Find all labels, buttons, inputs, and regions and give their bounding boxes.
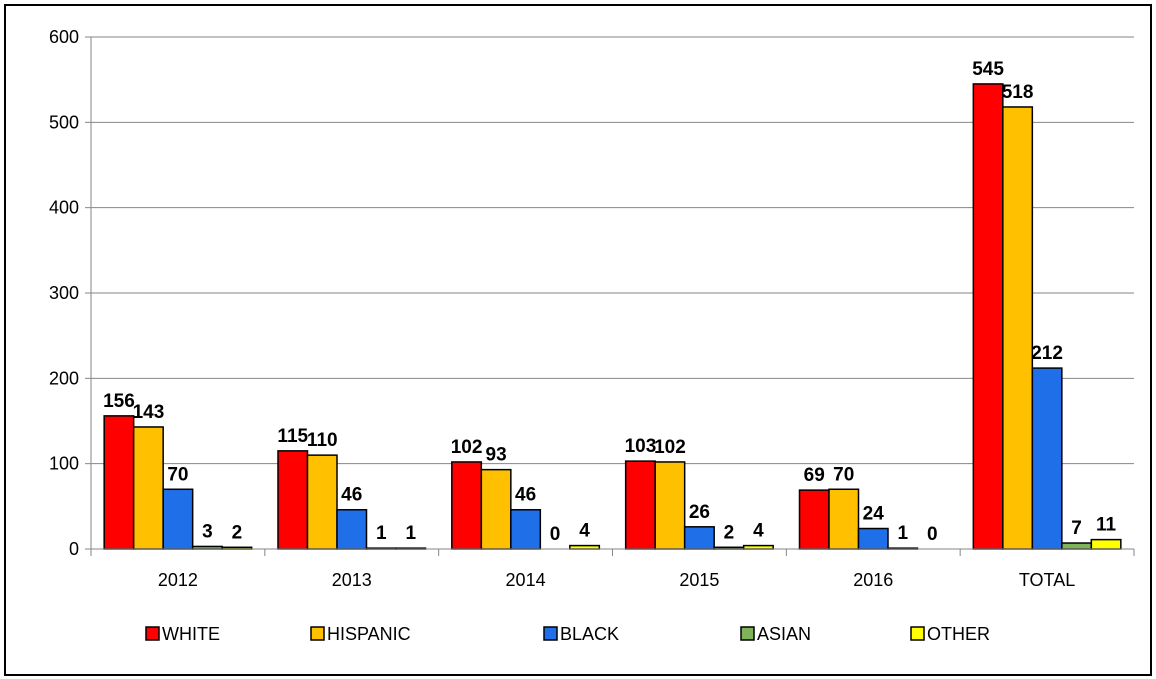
x-axis: 2012 2013 2014 2015 2016 TOTAL xyxy=(90,548,1135,590)
legend-label: OTHER xyxy=(927,624,990,644)
bar xyxy=(162,488,194,550)
bar xyxy=(624,460,656,550)
bar xyxy=(1031,367,1063,550)
bar xyxy=(277,450,309,550)
legend-swatch xyxy=(740,626,755,641)
y-tick-label: 600 xyxy=(49,27,79,47)
legend-label: HISPANIC xyxy=(327,624,411,644)
bar xyxy=(972,83,1004,550)
data-label: 1 xyxy=(405,523,416,544)
data-label: 93 xyxy=(486,445,507,466)
data-label: 2 xyxy=(724,522,735,543)
y-tick-label: 200 xyxy=(49,368,79,388)
data-label: 11 xyxy=(1096,515,1117,536)
y-tick-label: 0 xyxy=(69,539,79,559)
gridlines xyxy=(91,36,1134,465)
y-tick-label: 500 xyxy=(49,112,79,132)
bar xyxy=(828,488,860,550)
bar xyxy=(480,468,512,550)
y-tick-label: 400 xyxy=(49,198,79,218)
data-label: 70 xyxy=(167,464,188,485)
x-tick-label: 2016 xyxy=(853,570,893,590)
legend-swatch xyxy=(310,626,325,641)
data-label: 102 xyxy=(451,437,483,458)
bar xyxy=(683,526,715,550)
bar xyxy=(1002,106,1034,550)
y-tick-label: 100 xyxy=(49,454,79,474)
data-label: 69 xyxy=(804,465,825,486)
data-label: 46 xyxy=(341,485,362,506)
bar xyxy=(654,461,686,550)
data-label: 518 xyxy=(1002,82,1034,103)
data-label: 102 xyxy=(654,437,686,458)
data-label: 545 xyxy=(972,59,1004,80)
legend-label: WHITE xyxy=(162,624,220,644)
data-label: 0 xyxy=(927,524,938,545)
legend: WHITE HISPANIC BLACK ASIAN OTHER xyxy=(145,624,990,644)
bar xyxy=(1061,542,1093,550)
legend-label: BLACK xyxy=(560,624,619,644)
data-label: 156 xyxy=(103,391,135,412)
x-tick-label: 2012 xyxy=(158,570,198,590)
bar xyxy=(132,426,164,550)
data-label: 70 xyxy=(833,464,854,485)
bar xyxy=(306,454,338,550)
bar xyxy=(510,508,542,550)
data-label: 26 xyxy=(689,502,710,523)
data-label: 115 xyxy=(277,426,308,447)
data-label: 7 xyxy=(1071,518,1082,539)
chart-frame: 0 100 200 300 400 500 600 2012 2013 2014 2015 2016… xyxy=(4,4,1152,676)
legend-swatch xyxy=(543,626,558,641)
data-label: 143 xyxy=(133,402,165,423)
y-tick-label: 300 xyxy=(49,283,79,303)
y-axis: 0 100 200 300 400 500 600 xyxy=(49,27,92,559)
data-label: 110 xyxy=(307,430,338,451)
bar xyxy=(742,544,774,550)
data-label: 46 xyxy=(515,485,536,506)
legend-swatch xyxy=(910,626,925,641)
bar xyxy=(569,544,601,550)
bar xyxy=(798,489,830,550)
data-label: 1 xyxy=(897,523,908,544)
legend-label: ASIAN xyxy=(757,624,811,644)
x-tick-label: TOTAL xyxy=(1019,570,1075,590)
data-label: 1 xyxy=(376,523,387,544)
data-label: 24 xyxy=(863,504,885,525)
bar xyxy=(336,508,368,550)
data-label: 103 xyxy=(625,436,657,457)
legend-swatch xyxy=(145,626,160,641)
bar xyxy=(1090,538,1122,550)
data-label: 3 xyxy=(202,521,213,542)
x-tick-label: 2015 xyxy=(679,570,719,590)
bars xyxy=(103,83,1122,550)
bar xyxy=(451,461,483,550)
x-tick-label: 2014 xyxy=(506,570,546,590)
bar xyxy=(857,527,889,550)
data-label: 212 xyxy=(1031,343,1063,364)
bar xyxy=(103,415,135,550)
data-label: 4 xyxy=(753,521,764,542)
data-label: 2 xyxy=(232,522,243,543)
data-label: 0 xyxy=(550,524,561,545)
x-tick-label: 2013 xyxy=(332,570,372,590)
data-label: 4 xyxy=(579,521,590,542)
